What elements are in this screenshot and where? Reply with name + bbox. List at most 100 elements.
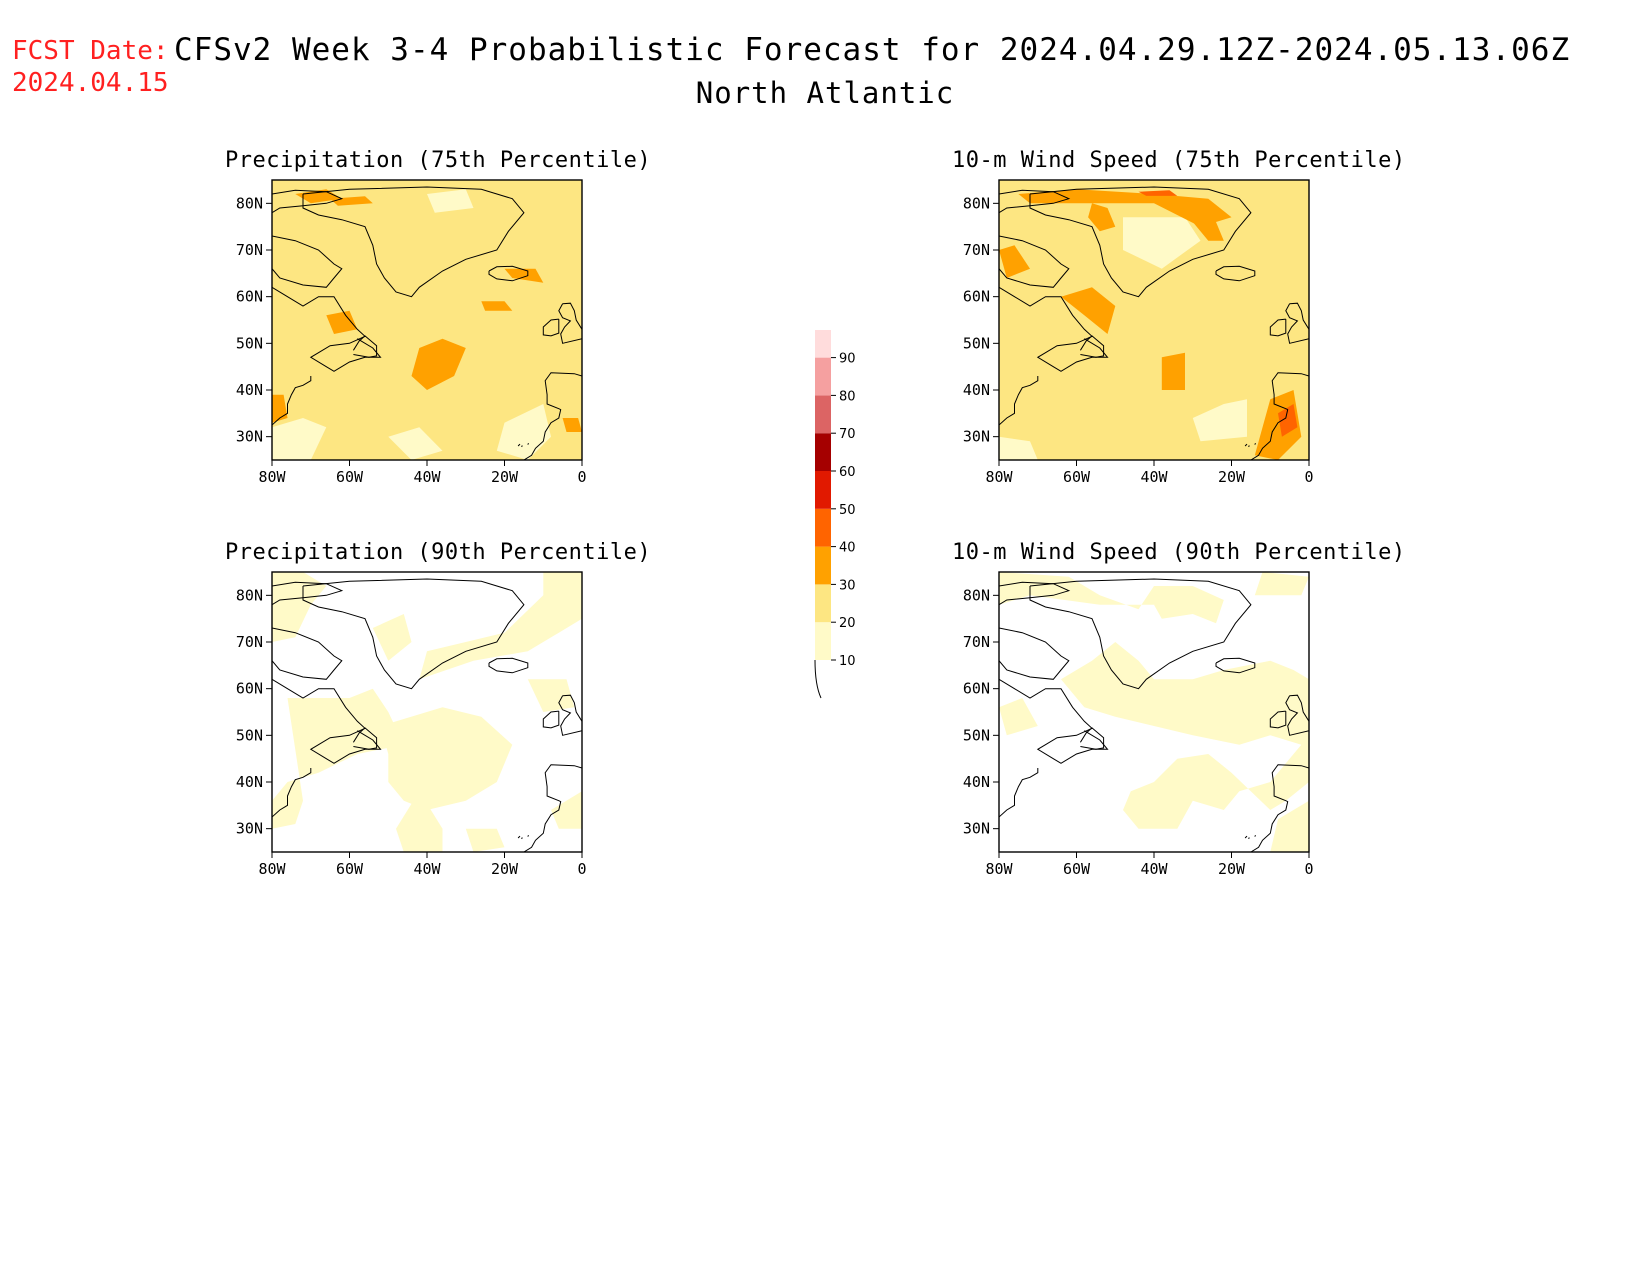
fcst-date-label: FCST Date: [12, 36, 169, 66]
coastline [517, 443, 521, 447]
probability-region [504, 268, 544, 283]
panel-precip-75: Precipitation (75th Percentile) 80W 60W 40… [225, 148, 651, 518]
x-tick-label: 40W [413, 860, 441, 878]
probability-region [396, 791, 443, 852]
panel-precip-90: Precipitation (90th Percentile) 80W 60W 40… [225, 540, 651, 910]
colorbar-label: 10 [839, 654, 856, 669]
probability-region [1192, 399, 1247, 442]
map-precip-75: 80W 60W 40W 20W 0 80N 70N 60N 50N 40N 30N [236, 179, 587, 486]
probability-region [1161, 352, 1185, 390]
x-tick-label: 80W [258, 468, 286, 486]
colorbar-swatch [815, 508, 831, 547]
coastline [1250, 372, 1309, 460]
coastline [1269, 318, 1287, 337]
probability-region [427, 189, 474, 213]
coastline [523, 764, 582, 852]
main-title: CFSv2 Week 3-4 Probabilistic Forecast fo… [174, 32, 1571, 68]
map-precip-90: 80W 60W 40W 20W 0 80N 70N 60N 50N 40N 30N [236, 571, 587, 878]
colorbar-swatch [815, 471, 831, 509]
x-tick-label: 60W [1063, 860, 1091, 878]
colorbar-label: 50 [839, 503, 856, 518]
coastline [302, 186, 525, 298]
probability-region [272, 572, 327, 642]
coastline [1244, 443, 1248, 447]
panel-wind-75: 10-m Wind Speed (75th Percentile) 80W 60W… [952, 148, 1405, 518]
x-tick-label: 40W [1140, 860, 1168, 878]
map-wind-90: 80W 60W 40W 20W 0 80N 70N 60N 50N 40N 30N [963, 571, 1314, 878]
colorbar-label: 40 [839, 541, 856, 556]
coastline [272, 768, 312, 818]
colorbar-label: 70 [839, 427, 856, 442]
y-tick-label: 40N [963, 381, 990, 399]
probability-region [295, 189, 342, 204]
probability-region [1088, 203, 1116, 232]
y-tick-label: 80N [236, 194, 263, 212]
probability-region [1061, 642, 1309, 829]
probability-region [272, 418, 327, 460]
x-tick-label: 40W [413, 468, 441, 486]
y-tick-label: 80N [236, 586, 263, 604]
probability-region [465, 828, 505, 852]
y-tick-label: 70N [963, 241, 990, 259]
coastline [999, 768, 1039, 818]
x-tick-label: 0 [1304, 468, 1313, 486]
y-tick-label: 40N [236, 381, 263, 399]
coastline [352, 727, 378, 750]
coastline [558, 302, 582, 344]
colorbar-swatch [815, 622, 831, 660]
coastline [488, 657, 529, 674]
probability-region [1061, 287, 1116, 334]
x-tick-label: 0 [577, 468, 586, 486]
x-tick-label: 20W [491, 468, 519, 486]
x-tick-label: 0 [577, 860, 586, 878]
probability-region [1192, 208, 1224, 241]
coastline [302, 578, 525, 690]
coastline [1285, 302, 1309, 344]
coastline [1079, 335, 1105, 358]
coastline [1079, 727, 1105, 750]
probability-region [411, 338, 466, 390]
coastline [1285, 694, 1309, 736]
coastline [542, 710, 560, 729]
colorbar-swatch [815, 330, 831, 358]
probability-region [1254, 572, 1309, 596]
coastline [272, 627, 343, 680]
coastline [272, 286, 382, 372]
coastline [272, 235, 343, 288]
probability-region [999, 436, 1038, 460]
y-tick-label: 40N [236, 773, 263, 791]
y-tick-label: 60N [236, 680, 263, 698]
y-tick-label: 50N [236, 726, 263, 744]
x-tick-label: 40W [1140, 468, 1168, 486]
y-tick-label: 80N [963, 194, 990, 212]
y-tick-label: 30N [963, 428, 990, 446]
y-tick-label: 60N [963, 680, 990, 698]
coastline [1029, 186, 1252, 298]
x-tick-label: 60W [336, 860, 364, 878]
coastline [527, 442, 529, 445]
probability-region [551, 791, 582, 829]
coastline [521, 837, 523, 840]
coastline [558, 694, 582, 736]
coastline [488, 265, 529, 282]
coastline [999, 581, 1071, 606]
panel-title: 10-m Wind Speed (90th Percentile) [952, 540, 1406, 565]
probability-region [1138, 190, 1178, 196]
y-tick-label: 50N [236, 334, 263, 352]
coastline [521, 445, 523, 448]
probability-region [481, 301, 513, 311]
coastline [1244, 835, 1248, 839]
y-tick-label: 60N [236, 288, 263, 306]
colorbar-swatch [815, 395, 831, 434]
x-tick-label: 20W [1218, 860, 1246, 878]
x-tick-label: 60W [1063, 468, 1091, 486]
probability-region [326, 310, 358, 334]
coastline [523, 372, 582, 460]
colorbar-label: 90 [839, 352, 856, 367]
colorbar: 10 20 30 40 50 60 70 80 90 [814, 330, 856, 699]
coastline [527, 834, 529, 837]
coastline [1269, 710, 1287, 729]
coastline [999, 286, 1109, 372]
y-tick-label: 40N [963, 773, 990, 791]
coastline [1254, 834, 1256, 837]
